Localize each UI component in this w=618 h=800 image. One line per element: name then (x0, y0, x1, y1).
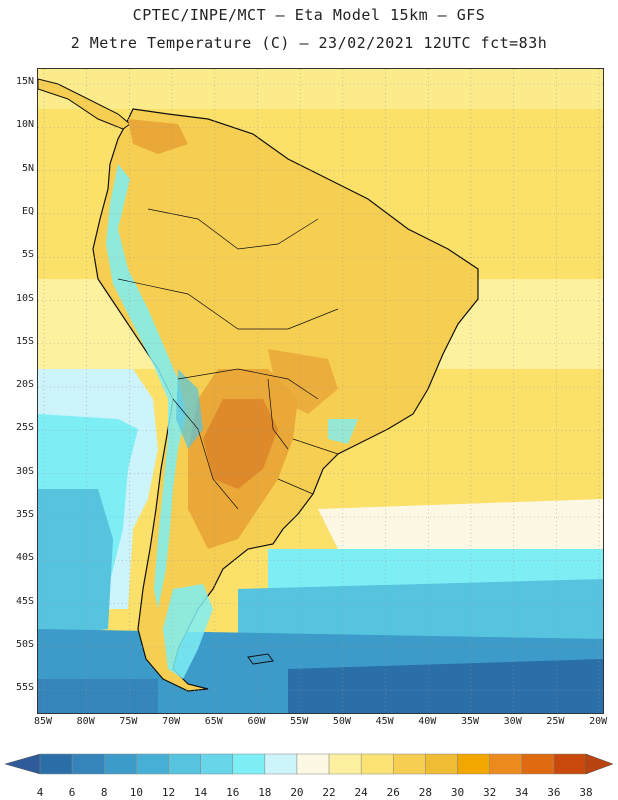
colorbar-segment (71, 753, 105, 775)
colorbar-segment (200, 753, 233, 775)
colorbar-segment (296, 753, 330, 775)
patagonia-cool (163, 584, 213, 679)
lat-label: 20S (15, 379, 34, 391)
falkland-islands (247, 653, 274, 665)
colorbar-tick-label: 12 (161, 786, 176, 799)
lat-lon-grid (38, 69, 603, 713)
colorbar-segment (168, 753, 201, 775)
colorbar-tick-label: 16 (226, 786, 240, 799)
colorbar-tick-label: 14 (193, 786, 208, 799)
colorbar-segment (425, 753, 458, 775)
lat-label: EQ (21, 205, 34, 217)
colorbar (4, 753, 614, 775)
lat-label: 15S (15, 335, 34, 347)
lat-label: 15N (15, 76, 34, 87)
colorbar-segment (393, 753, 426, 775)
colorbar-tick-label: 22 (322, 786, 336, 799)
lon-label: 60W (247, 716, 266, 727)
colorbar-tick-label: 32 (483, 786, 497, 799)
lon-label: 85W (33, 716, 53, 727)
brazil-highland-cool (328, 419, 358, 444)
lat-label: 35S (15, 509, 34, 520)
colorbar-tick-label: 4 (36, 786, 44, 799)
colorbar-segment (232, 753, 266, 775)
lat-label: 40S (15, 552, 34, 564)
colorbar-segment (553, 753, 587, 775)
lon-label: 30W (503, 716, 522, 727)
lat-label: 5S (21, 249, 34, 261)
colorbar-tick-label: 34 (515, 786, 529, 799)
country-borders (117, 208, 339, 510)
colorbar-right-arrow (585, 753, 614, 775)
colorbar-left-arrow (4, 753, 41, 775)
lon-label: 50W (332, 716, 351, 727)
lon-label: 45W (375, 716, 394, 727)
pacific-cool-3 (38, 489, 113, 639)
lat-label: 50S (15, 638, 34, 650)
temperature-map (37, 68, 604, 714)
colorbar-tick-label: 26 (386, 786, 400, 799)
lon-label: 25W (546, 716, 565, 727)
lon-label: 40W (418, 716, 437, 727)
colorbar-segment (39, 753, 73, 775)
lat-label: 5N (21, 162, 34, 174)
hot-core (203, 399, 278, 489)
colorbar-segment (521, 753, 555, 775)
colorbar-segment (264, 753, 298, 775)
colorbar-tick-label: 30 (450, 786, 465, 799)
colorbar-tick-label: 10 (129, 786, 143, 799)
lat-label: 10N (15, 119, 34, 131)
lon-label: 35W (460, 716, 480, 727)
andes-cool (106, 164, 186, 609)
colorbar-tick-label: 38 (579, 786, 593, 799)
colorbar-segment (328, 753, 362, 775)
lon-label: 70W (162, 716, 181, 727)
colorbar-tick-label: 36 (547, 786, 561, 799)
colorbar-tick-label: 24 (354, 786, 368, 799)
lat-label: 10S (15, 292, 34, 304)
colorbar-segment (489, 753, 523, 775)
colorbar-tick-label: 20 (290, 786, 304, 799)
central-america-land (38, 78, 131, 130)
colorbar-segment (136, 753, 169, 775)
lon-label: 75W (119, 716, 138, 727)
lat-label: 30S (15, 465, 34, 477)
colorbar-segment (360, 753, 394, 775)
colorbar-tick-label: 8 (100, 786, 108, 799)
andes-cool-core (176, 369, 203, 449)
lon-label: 55W (290, 716, 309, 727)
colorbar-tick-label: 28 (418, 786, 433, 799)
southern-cold-west (38, 679, 158, 713)
title-variable: 2 Metre Temperature (C) – 23/02/2021 12U… (70, 34, 548, 52)
colorbar-segment (457, 753, 490, 775)
lat-label: 55S (15, 682, 34, 694)
lat-label: 25S (15, 422, 34, 434)
colorbar-segment (103, 753, 137, 775)
pale-band-north (38, 69, 603, 109)
lat-label: 45S (15, 595, 34, 607)
colorbar-tick-label: 6 (68, 786, 76, 799)
colorbar-tick-label: 18 (258, 786, 272, 799)
lon-label: 80W (76, 716, 95, 727)
lon-label: 65W (204, 716, 223, 727)
hot-north (128, 119, 188, 154)
hot-region-east (268, 349, 338, 414)
title-model: CPTEC/INPE/MCT – Eta Model 15km – GFS (132, 6, 486, 24)
lon-label: 20W (589, 716, 608, 727)
southern-cold (288, 659, 603, 713)
